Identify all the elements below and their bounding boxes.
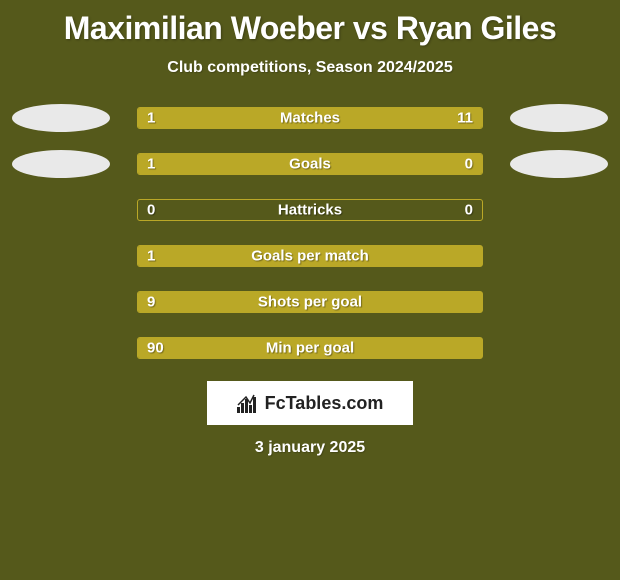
stat-label: Shots per goal: [258, 294, 362, 311]
bar-fill-left: [138, 154, 399, 174]
player-ellipse-left: [12, 104, 110, 132]
stat-label: Goals: [289, 156, 331, 173]
date-text: 3 january 2025: [255, 439, 365, 457]
stat-value-left: 90: [147, 340, 164, 357]
subtitle: Club competitions, Season 2024/2025: [167, 59, 452, 77]
stat-bar: 0 0 Hattricks: [137, 199, 483, 221]
stat-bar: 1 Goals per match: [137, 245, 483, 267]
stat-value-left: 9: [147, 294, 155, 311]
player-ellipse-right: [510, 104, 608, 132]
stat-bar: 9 Shots per goal: [137, 291, 483, 313]
stat-row: 1 0 Goals: [0, 153, 620, 175]
infographic-container: Maximilian Woeber vs Ryan Giles Club com…: [0, 0, 620, 580]
logo-text: FcTables.com: [265, 393, 384, 414]
stat-bar: 1 0 Goals: [137, 153, 483, 175]
player-ellipse-left: [12, 150, 110, 178]
player-ellipse-right: [510, 150, 608, 178]
stat-label: Hattricks: [278, 202, 342, 219]
page-title: Maximilian Woeber vs Ryan Giles: [64, 10, 557, 47]
stat-row: 111Matches: [0, 107, 620, 129]
stat-value-left: 1: [147, 110, 155, 127]
stats-area: 111Matches10Goals00Hattricks1Goals per m…: [0, 107, 620, 359]
stat-value-right: 0: [465, 202, 473, 219]
stat-row: 9 Shots per goal: [0, 291, 620, 313]
stat-label: Min per goal: [266, 340, 354, 357]
stat-bar: 111Matches: [137, 107, 483, 129]
stat-value-right: 11: [457, 110, 473, 127]
stat-value-left: 1: [147, 156, 155, 173]
stat-label: Goals per match: [251, 248, 369, 265]
stat-row: 90 Min per goal: [0, 337, 620, 359]
stat-value-left: 1: [147, 248, 155, 265]
logo-box: FcTables.com: [207, 381, 413, 425]
stat-bar: 90 Min per goal: [137, 337, 483, 359]
stat-label: Matches: [280, 110, 340, 127]
stat-value-right: 0: [465, 156, 473, 173]
stat-row: 0 0 Hattricks: [0, 199, 620, 221]
stat-value-left: 0: [147, 202, 155, 219]
chart-icon: [237, 393, 259, 413]
stat-row: 1 Goals per match: [0, 245, 620, 267]
